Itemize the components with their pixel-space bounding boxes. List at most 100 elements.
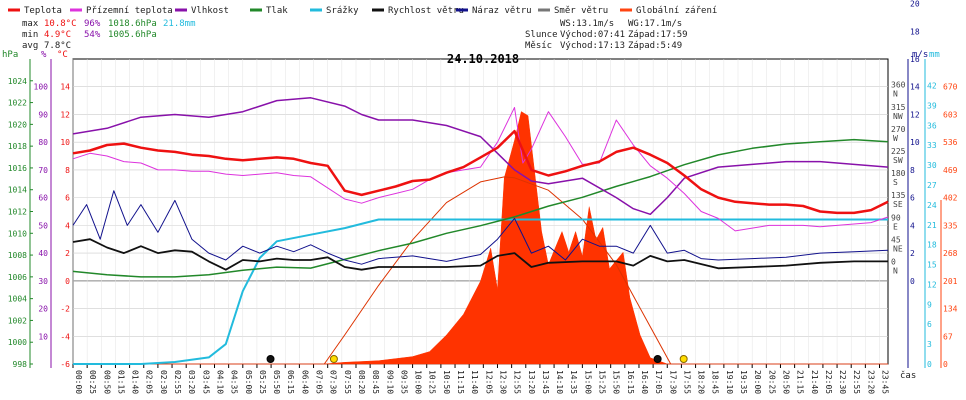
pressure-tick-label: 1020: [8, 120, 27, 129]
x-tick-label: 05:00: [244, 370, 253, 394]
wind-speed-line: [72, 238, 888, 271]
radiation-tick-label: 201: [943, 277, 958, 286]
rain-tick-label: 21: [927, 221, 937, 230]
stats-min-press: 1005.6hPa: [108, 30, 157, 40]
wind-dir-compass-label: SE: [893, 200, 903, 209]
sunrise-marker: [329, 355, 338, 363]
wind-dir-compass-label: N: [893, 90, 898, 99]
pressure-tick-label: 1006: [8, 273, 27, 282]
radiation-tick-label: 670: [943, 83, 958, 92]
x-tick-label: 12:30: [498, 370, 507, 394]
wind-dir-tick-label: 45: [891, 235, 901, 244]
x-tick-label: 01:40: [131, 370, 140, 394]
temperature-tick-label: 6: [65, 194, 70, 203]
wind-speed-tick-label: 10: [910, 138, 920, 147]
legend-label: Globální záření: [636, 6, 717, 16]
axes: hPa% °C m/s mm99810001002100410061008101010…: [2, 0, 958, 394]
x-tick-label: 12:05: [484, 370, 493, 394]
info-sun-label: Slunce: [525, 30, 558, 40]
stats-panel: max 10.8°C 96% 1018.6hPa 21.8mm min 4.9°…: [22, 19, 196, 51]
wind-dir-compass-label: E: [893, 222, 898, 231]
x-axis-label: čas: [900, 370, 916, 381]
x-tick-label: 04:35: [230, 370, 239, 394]
humidity-tick-label: 50: [38, 221, 48, 230]
stats-max-rain: 21.8mm: [163, 19, 196, 29]
wind-speed-tick-label: 12: [910, 110, 920, 119]
legend: Teplota Přízemní teplota Vlhkost Tlak Srážky…: [8, 6, 717, 16]
temperature-tick-label: 12: [60, 110, 70, 119]
temperature-tick-label: 4: [65, 221, 70, 230]
clear-sky-radiation-line: [323, 176, 672, 365]
stats-avg-temp: 7.8°C: [44, 41, 71, 51]
wind-speed-unit: m/s: [912, 50, 928, 60]
legend-label: Teplota: [24, 6, 62, 16]
x-tick-label: 23:45: [881, 370, 890, 394]
pressure-tick-label: 1002: [8, 316, 27, 325]
x-tick-label: 07:55: [343, 370, 352, 394]
x-tick-label: 00:50: [102, 370, 111, 394]
legend-label: Rychlost větru: [388, 6, 464, 16]
x-tick-label: 06:40: [300, 370, 309, 394]
wind-dir-tick-label: 90: [891, 213, 901, 222]
x-tick-label: 20:00: [753, 370, 762, 394]
info-sun-set: Západ:17:59: [628, 30, 688, 40]
wind-dir-compass-label: N: [893, 267, 898, 276]
pressure-tick-label: 1000: [8, 338, 27, 347]
wind-dir-compass-label: NE: [893, 244, 903, 253]
wind-gust-line: [72, 190, 889, 265]
pressure-unit: hPa: [2, 50, 18, 60]
x-tick-label: 18:45: [711, 370, 720, 394]
x-tick-label: 22:05: [824, 370, 833, 394]
info-moon-label: Měsíc: [525, 41, 552, 51]
x-tick-label: 20:50: [781, 370, 790, 394]
rain-tick-label: 27: [927, 181, 937, 190]
radiation-tick-label: 536: [943, 138, 958, 147]
stats-max-hum: 96%: [84, 19, 101, 29]
wind-dir-tick-label: 270: [891, 125, 906, 134]
humidity-tick-label: 70: [38, 166, 48, 175]
legend-label: Vlhkost: [191, 6, 229, 16]
wind-speed-tick-label: 20: [910, 0, 920, 9]
x-tick-label: 16:40: [640, 370, 649, 394]
x-tick-label: 20:25: [767, 370, 776, 394]
x-tick-label: 05:50: [272, 370, 281, 394]
info-wg: WG:17.1m/s: [628, 19, 682, 29]
x-tick-label: 19:35: [739, 370, 748, 394]
pressure-line: [72, 138, 889, 278]
moonrise-marker: [653, 355, 662, 363]
x-tick-label: 10:25: [428, 370, 437, 394]
wind-dir-tick-label: 0: [891, 258, 896, 267]
wind-dir-compass-label: NW: [893, 112, 903, 121]
stats-max-label: max: [22, 19, 39, 29]
legend-label: Náraz větru: [472, 6, 532, 16]
x-tick-label: 06:15: [286, 370, 295, 394]
x-tick-label: 13:45: [541, 370, 550, 394]
x-tick-label: 04:10: [215, 370, 224, 394]
stats-min-hum: 54%: [84, 30, 101, 40]
sunset-marker: [679, 355, 688, 363]
x-tick-label: 23:20: [866, 370, 875, 394]
radiation-tick-label: 603: [943, 110, 958, 119]
wind-speed-tick-label: 16: [910, 55, 920, 64]
rain-tick-label: 12: [927, 280, 937, 289]
temperature-tick-label: -4: [60, 332, 70, 341]
x-tick-label: 16:15: [626, 370, 635, 394]
x-tick-label: 15:25: [598, 370, 607, 394]
x-tick-label: 22:55: [852, 370, 861, 394]
x-tick-label: 07:05: [315, 370, 324, 394]
humidity-line: [72, 97, 889, 216]
radiation-tick-label: 402: [943, 194, 958, 203]
temperature-unit: °C: [57, 50, 68, 60]
humidity-tick-label: 80: [38, 138, 48, 147]
x-tick-label: 05:25: [258, 370, 267, 394]
humidity-tick-label: 10: [38, 332, 48, 341]
temperature-tick-label: -2: [60, 305, 70, 314]
humidity-tick-label: 90: [38, 110, 48, 119]
pressure-tick-label: 1018: [8, 142, 27, 151]
rain-tick-label: 6: [927, 320, 932, 329]
rain-tick-label: 3: [927, 340, 932, 349]
humidity-tick-label: 100: [34, 83, 49, 92]
x-tick-label: 17:55: [682, 370, 691, 394]
x-tick-label: 09:35: [399, 370, 408, 394]
rain-tick-label: 33: [927, 141, 937, 150]
